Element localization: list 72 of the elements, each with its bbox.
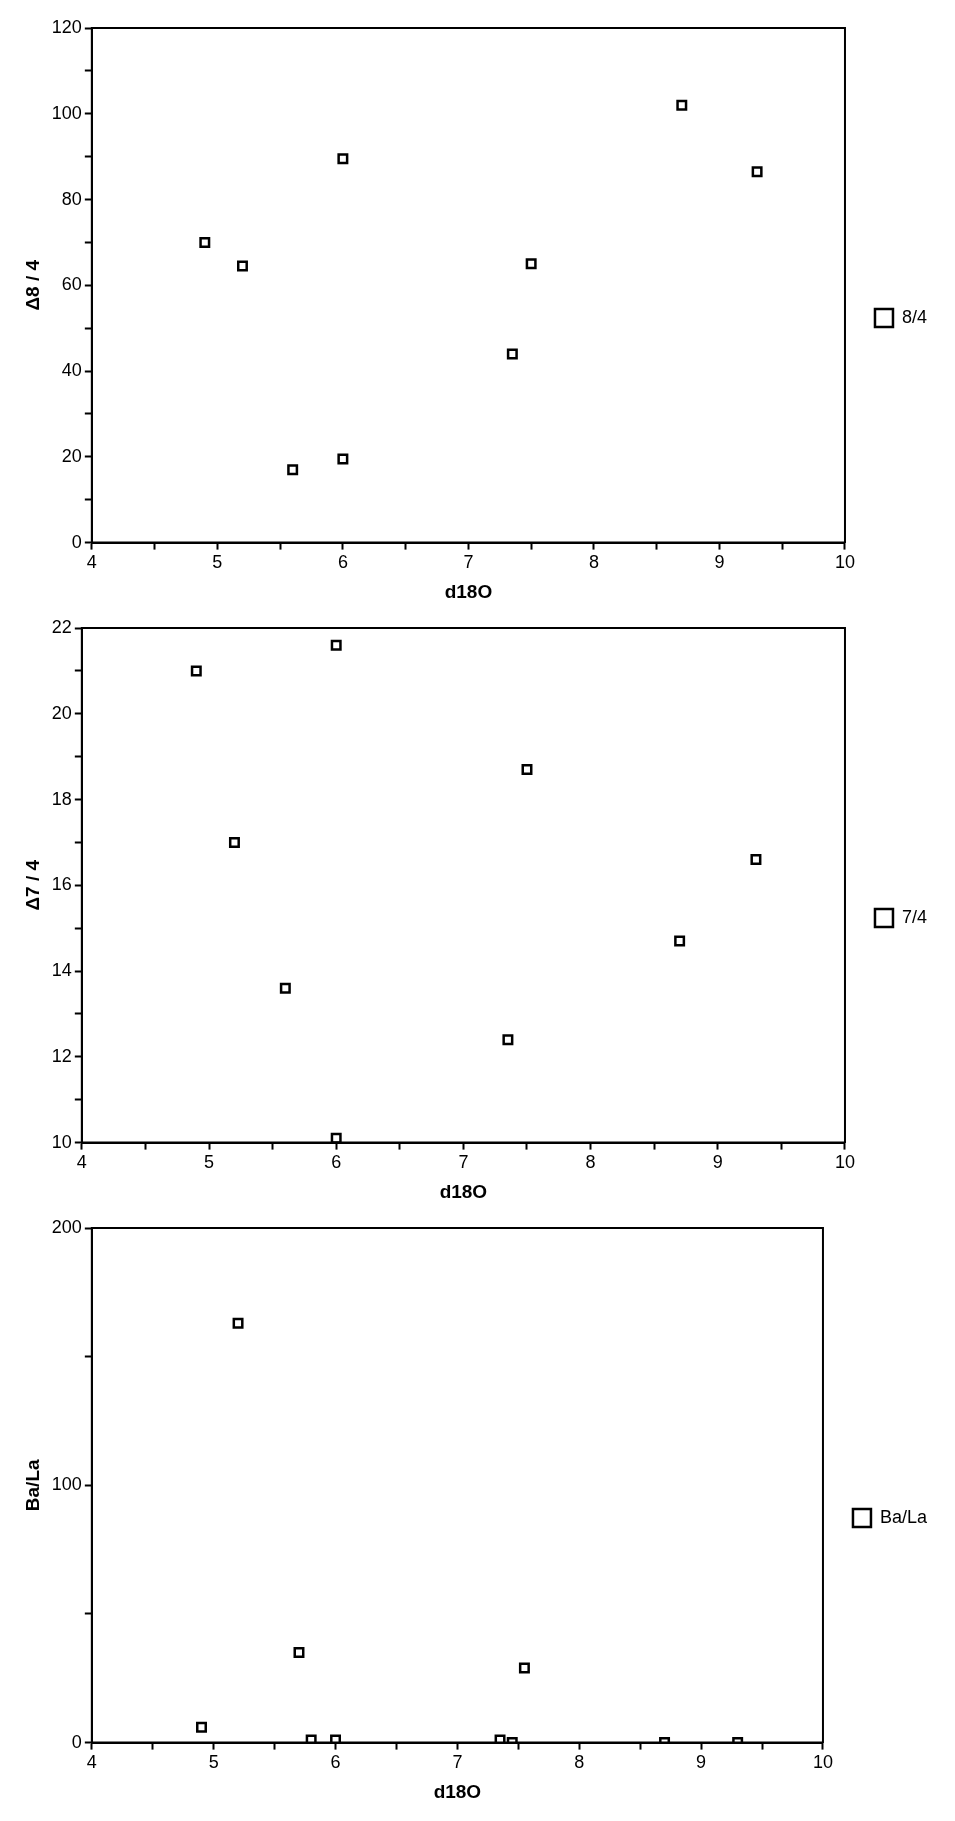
point — [676, 99, 688, 111]
point — [525, 258, 537, 270]
y-axis-title: Δ8 / 4 — [21, 259, 43, 311]
y-tick-label: 22 — [51, 616, 72, 637]
x-tick-label: 9 — [696, 1752, 707, 1773]
point — [199, 236, 211, 248]
x-tick-label: 7 — [458, 1152, 469, 1173]
x-tick-label: 5 — [212, 552, 223, 573]
point — [502, 1034, 514, 1046]
x-axis-title: d18O — [439, 1180, 488, 1202]
x-tick-label: 10 — [812, 1752, 833, 1773]
legend-label: 7/4 — [901, 906, 928, 927]
point — [190, 665, 202, 677]
x-tick-label: 9 — [714, 552, 725, 573]
y-tick-label: 100 — [51, 102, 82, 123]
y-tick-label: 20 — [51, 702, 72, 723]
x-tick-label: 7 — [452, 1752, 463, 1773]
point — [330, 639, 342, 651]
x-tick-label: 10 — [834, 552, 855, 573]
y-tick-label: 20 — [61, 445, 82, 466]
point — [506, 348, 518, 360]
point — [521, 764, 533, 776]
y-tick-label: 0 — [71, 531, 82, 552]
point — [293, 1647, 305, 1659]
x-tick-label: 9 — [712, 1152, 723, 1173]
legend-label: Ba/La — [879, 1506, 928, 1527]
y-tick-label: 120 — [51, 16, 82, 37]
point — [337, 153, 349, 165]
point — [287, 464, 299, 476]
x-tick-label: 4 — [76, 1152, 87, 1173]
x-axis-title: d18O — [444, 580, 493, 602]
x-tick-label: 7 — [463, 552, 474, 573]
point — [305, 1734, 317, 1743]
x-tick-label: 6 — [337, 552, 348, 573]
x-tick-label: 8 — [588, 552, 599, 573]
x-tick-label: 8 — [585, 1152, 596, 1173]
y-tick-label: 10 — [51, 1131, 72, 1152]
point — [330, 1734, 342, 1743]
x-tick-label: 6 — [330, 1752, 341, 1773]
point — [228, 836, 240, 848]
point — [674, 935, 686, 947]
x-tick-label: 8 — [574, 1752, 585, 1773]
point — [750, 854, 762, 866]
x-tick-label: 10 — [834, 1152, 855, 1173]
legend-label: 8/4 — [901, 306, 928, 327]
x-tick-label: 4 — [86, 552, 97, 573]
y-tick-label: 40 — [61, 360, 82, 381]
point — [232, 1317, 244, 1329]
x-tick-label: 5 — [208, 1752, 219, 1773]
point — [279, 982, 291, 994]
y-tick-label: 100 — [51, 1474, 82, 1495]
y-tick-label: 200 — [51, 1216, 82, 1237]
y-tick-label: 18 — [51, 788, 72, 809]
y-tick-label: 60 — [61, 274, 82, 295]
point — [337, 453, 349, 465]
point — [494, 1734, 506, 1743]
point — [518, 1662, 530, 1674]
point — [330, 1132, 342, 1143]
point — [196, 1721, 207, 1733]
point — [751, 166, 763, 178]
y-axis-title: Δ7 / 4 — [21, 859, 43, 911]
point — [236, 260, 248, 272]
x-tick-label: 4 — [86, 1752, 97, 1773]
y-tick-label: 0 — [71, 1731, 82, 1752]
y-tick-label: 80 — [61, 188, 82, 209]
y-tick-label: 12 — [51, 1045, 72, 1066]
y-axis-title: Ba/La — [21, 1459, 43, 1512]
y-tick-label: 14 — [51, 960, 72, 981]
x-tick-label: 6 — [331, 1152, 342, 1173]
x-axis-title: d18O — [433, 1780, 482, 1802]
y-tick-label: 16 — [51, 874, 72, 895]
x-tick-label: 5 — [204, 1152, 215, 1173]
